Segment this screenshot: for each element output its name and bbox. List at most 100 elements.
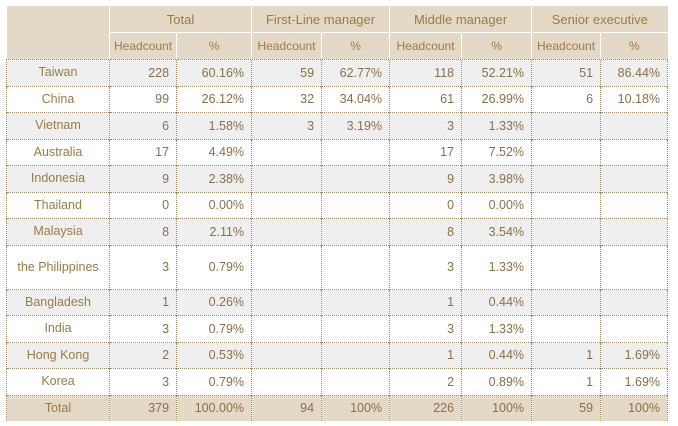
cell-mm-percent: 52.21% [461, 59, 532, 86]
cell-flm-percent [321, 315, 390, 342]
cell-mm-percent: 0.00% [461, 191, 532, 219]
cell-flm-percent: 3.19% [321, 112, 390, 139]
table-row: Korea 3 0.79% 2 0.89% 1 1.69% [6, 368, 669, 395]
cell-se-percent [600, 315, 669, 342]
cell-se-percent: 1.69% [600, 341, 669, 369]
cell-flm-percent [321, 368, 390, 395]
group-header-total: Total [108, 6, 252, 33]
cell-total-percent: 0.79% [176, 368, 252, 395]
cell-total-headcount: 1 [109, 288, 177, 316]
table-row: Indonesia 9 2.38% 9 3.98% [6, 165, 669, 192]
cell-mm-percent: 1.33% [461, 244, 532, 289]
cell-flm-headcount [251, 315, 322, 342]
group-header-first-line-manager: First-Line manager [251, 6, 390, 33]
subheader-mm-headcount: Headcount [389, 32, 462, 60]
headcount-table: Total First-Line manager Middle manager … [6, 6, 669, 421]
cell-total-headcount: 2 [109, 341, 177, 369]
row-label: Taiwan [6, 59, 110, 86]
cell-total-headcount: 3 [109, 244, 177, 289]
cell-se-headcount [531, 138, 601, 166]
cell-se-percent [600, 112, 669, 139]
cell-total-headcount: 3 [109, 368, 177, 395]
row-label: India [6, 315, 110, 342]
cell-total-percent: 0.26% [176, 288, 252, 316]
cell-mm-headcount: 9 [389, 165, 462, 192]
cell-flm-percent: 100% [321, 394, 390, 421]
table-row: the Philippines 3 0.79% 3 1.33% [6, 244, 669, 289]
cell-mm-headcount: 1 [389, 341, 462, 369]
row-label: Vietnam [6, 112, 110, 139]
cell-flm-headcount: 3 [251, 112, 322, 139]
table-row: Australia 17 4.49% 17 7.52% [6, 138, 669, 166]
cell-mm-percent: 100% [461, 394, 532, 421]
cell-total-percent: 0.79% [176, 244, 252, 289]
row-label: the Philippines [6, 244, 110, 289]
cell-flm-headcount [251, 138, 322, 166]
cell-mm-percent: 3.98% [461, 165, 532, 192]
subheader-flm-headcount: Headcount [251, 32, 322, 60]
cell-flm-headcount [251, 191, 322, 219]
cell-mm-headcount: 17 [389, 138, 462, 166]
row-label: Indonesia [6, 165, 110, 192]
cell-flm-percent [321, 288, 390, 316]
cell-total-headcount: 99 [109, 85, 177, 113]
subheader-se-percent: % [600, 32, 668, 60]
table-row: Taiwan 228 60.16% 59 62.77% 118 52.21% 51 86.44% [6, 59, 669, 86]
cell-flm-percent [321, 165, 390, 192]
cell-total-percent: 0.79% [176, 315, 252, 342]
cell-flm-headcount: 59 [251, 59, 322, 86]
cell-flm-percent [321, 341, 390, 369]
cell-mm-headcount: 2 [389, 368, 462, 395]
cell-total-percent: 100.00% [176, 394, 252, 421]
cell-mm-headcount: 226 [389, 394, 462, 421]
cell-mm-percent: 0.89% [461, 368, 532, 395]
cell-flm-percent [321, 218, 390, 245]
subheader-total-headcount: Headcount [108, 32, 177, 60]
cell-mm-headcount: 3 [389, 315, 462, 342]
cell-se-headcount: 1 [531, 341, 601, 369]
table-body: Taiwan 228 60.16% 59 62.77% 118 52.21% 51 86.44%… [6, 59, 669, 421]
cell-total-headcount: 0 [109, 191, 177, 219]
cell-mm-percent: 0.44% [461, 341, 532, 369]
cell-flm-headcount [251, 165, 322, 192]
cell-se-percent [600, 138, 669, 166]
cell-mm-percent: 26.99% [461, 85, 532, 113]
cell-mm-percent: 0.44% [461, 288, 532, 316]
cell-flm-headcount [251, 368, 322, 395]
row-label: Thailand [6, 191, 110, 219]
cell-se-headcount: 51 [531, 59, 601, 86]
cell-total-headcount: 8 [109, 218, 177, 245]
cell-flm-headcount: 32 [251, 85, 322, 113]
cell-mm-headcount: 118 [389, 59, 462, 86]
cell-total-headcount: 17 [109, 138, 177, 166]
cell-total-headcount: 379 [109, 394, 177, 421]
cell-se-headcount [531, 288, 601, 316]
table-row: Malaysia 8 2.11% 8 3.54% [6, 218, 669, 245]
subheader-mm-percent: % [461, 32, 532, 60]
cell-flm-headcount [251, 288, 322, 316]
cell-se-headcount [531, 165, 601, 192]
cell-se-headcount [531, 191, 601, 219]
cell-total-headcount: 228 [109, 59, 177, 86]
table-row: Vietnam 6 1.58% 3 3.19% 3 1.33% [6, 112, 669, 139]
cell-se-headcount [531, 244, 601, 289]
cell-flm-percent [321, 191, 390, 219]
cell-se-percent [600, 218, 669, 245]
cell-mm-headcount: 3 [389, 112, 462, 139]
cell-flm-headcount [251, 244, 322, 289]
cell-flm-percent [321, 138, 390, 166]
cell-se-headcount: 6 [531, 85, 601, 113]
cell-se-percent [600, 191, 669, 219]
cell-flm-headcount [251, 341, 322, 369]
cell-flm-headcount [251, 218, 322, 245]
cell-se-headcount: 59 [531, 394, 601, 421]
cell-mm-headcount: 3 [389, 244, 462, 289]
cell-se-percent [600, 288, 669, 316]
cell-mm-percent: 1.33% [461, 112, 532, 139]
cell-se-headcount [531, 315, 601, 342]
cell-mm-headcount: 1 [389, 288, 462, 316]
row-label: Malaysia [6, 218, 110, 245]
cell-flm-percent [321, 244, 390, 289]
cell-mm-percent: 3.54% [461, 218, 532, 245]
cell-total-percent: 4.49% [176, 138, 252, 166]
